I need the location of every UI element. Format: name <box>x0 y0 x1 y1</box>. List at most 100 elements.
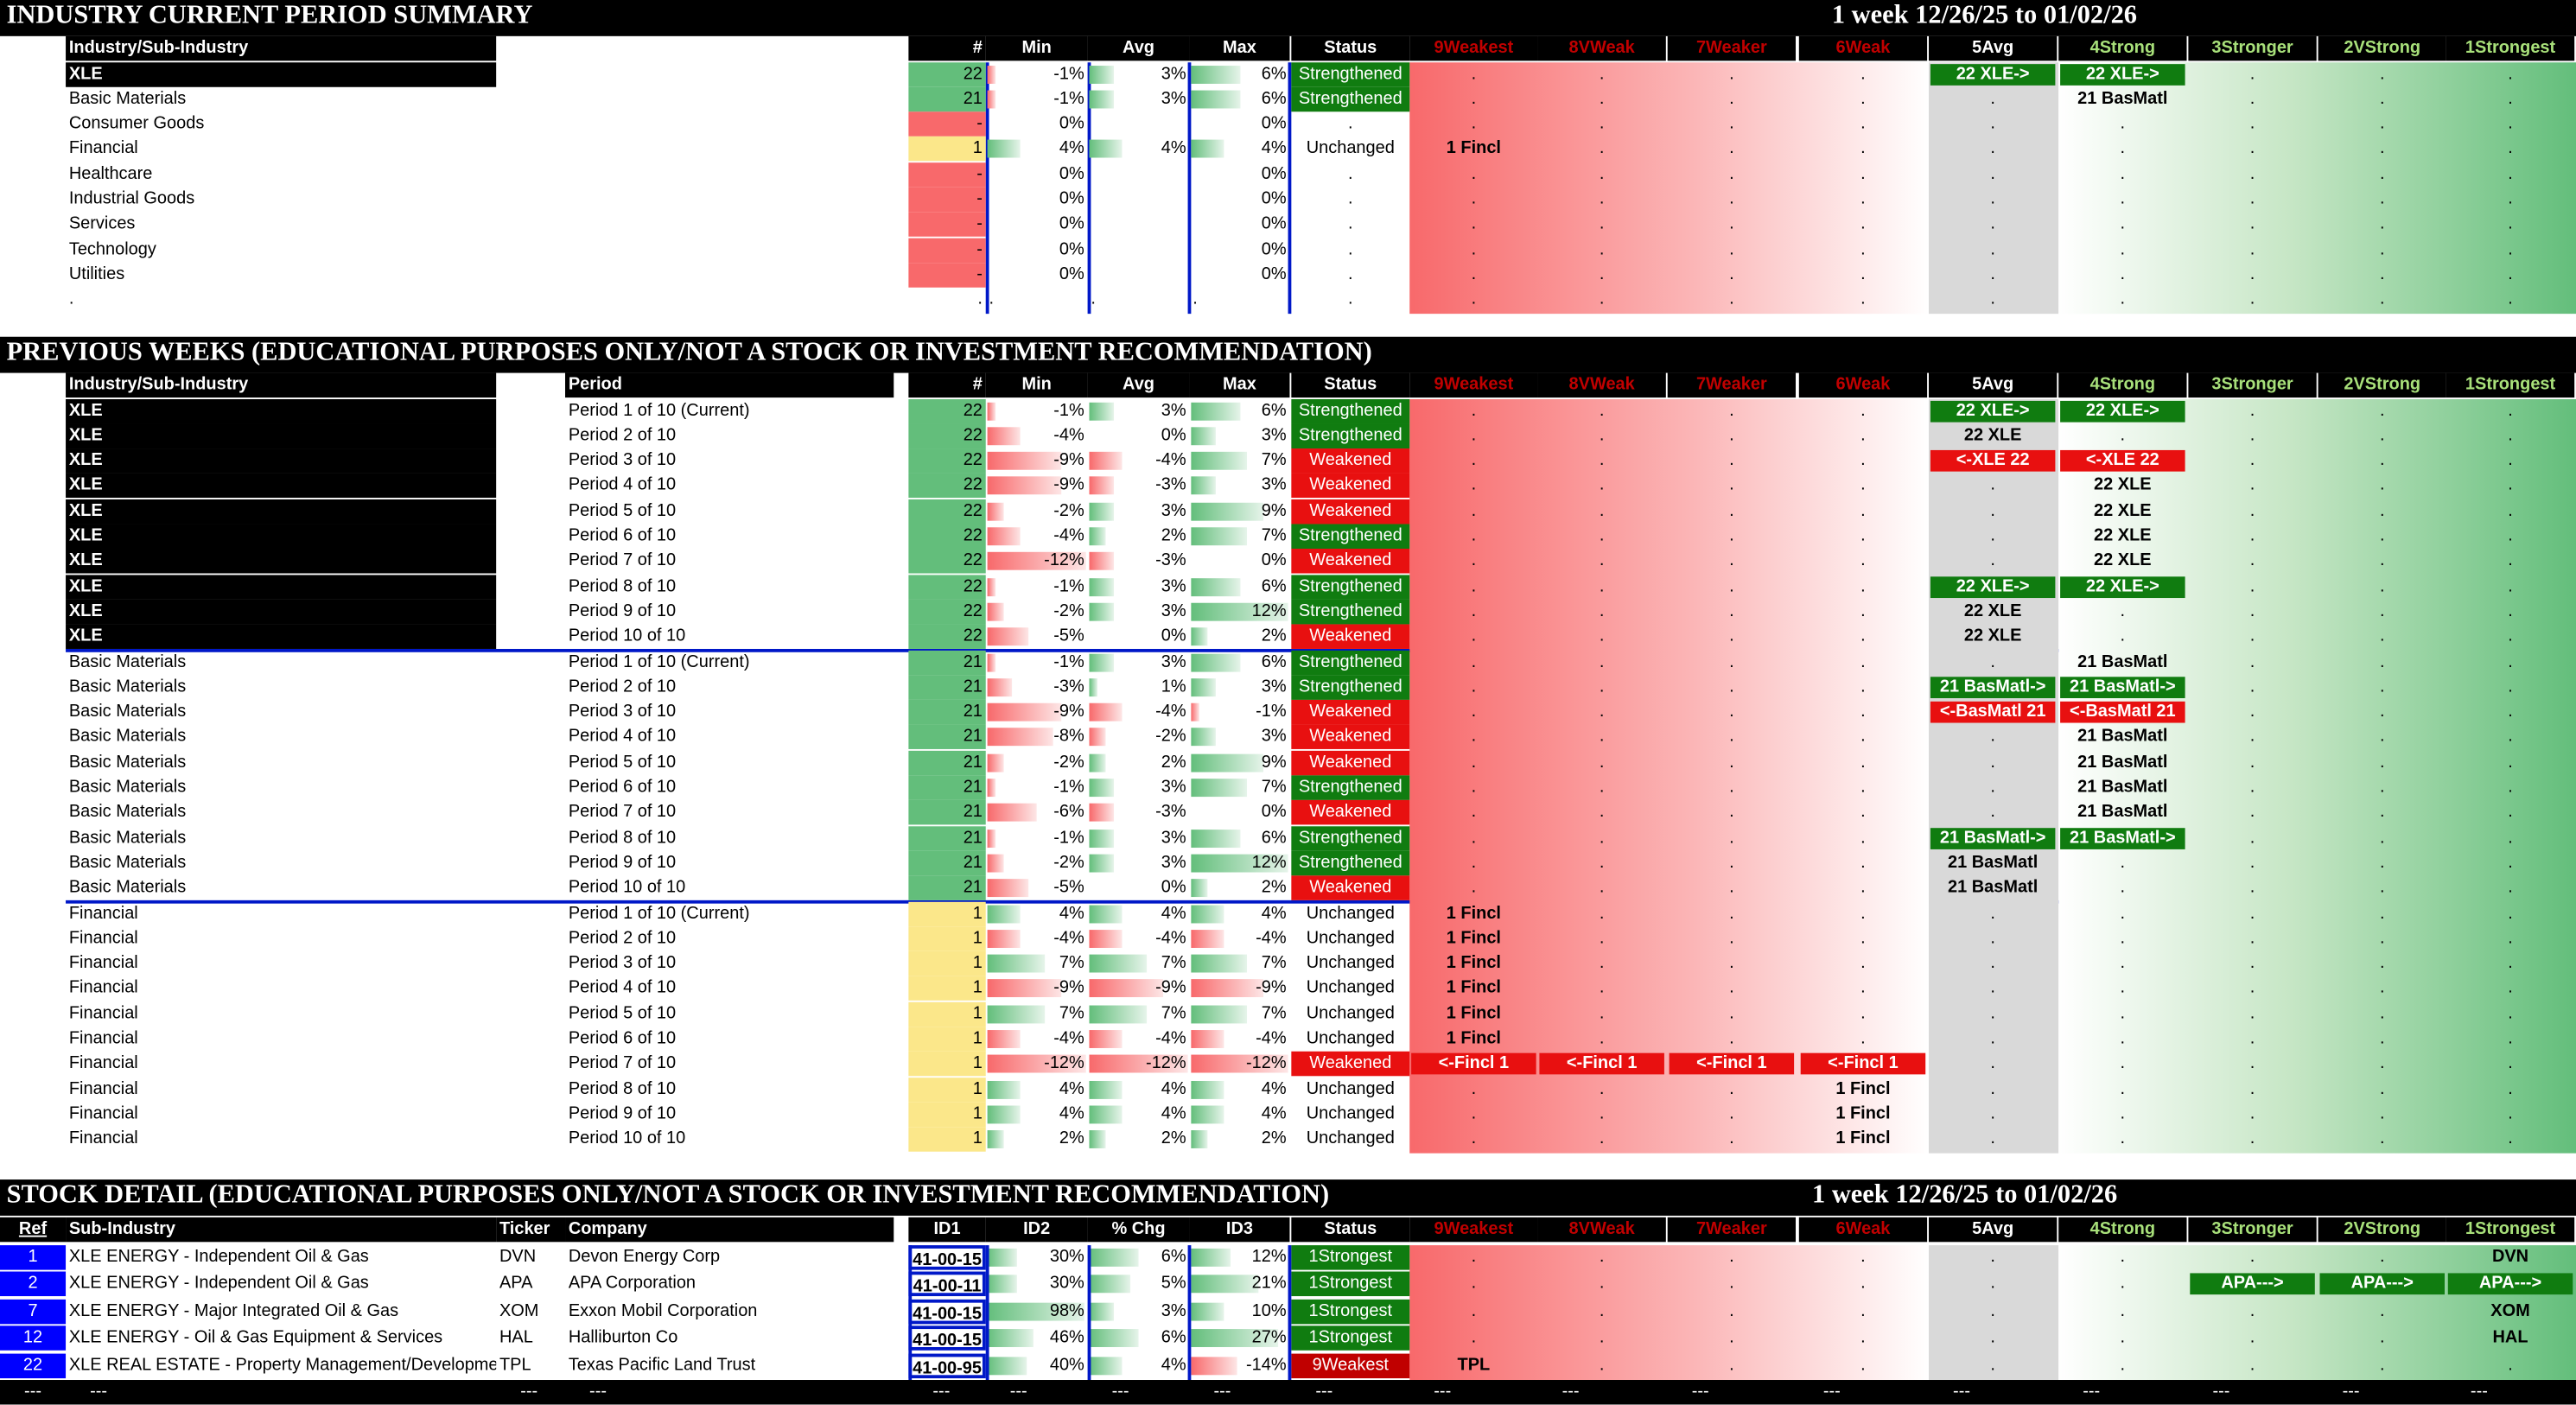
max-value: -12% <box>1189 1052 1289 1077</box>
max-value-value: 6% <box>1261 575 1287 596</box>
rating-dot: . <box>1990 163 1995 184</box>
period-label: Period 8 of 10 <box>568 1078 677 1099</box>
period-row: Financial Period 8 of 10 1 4% 4% 4% Unchanged.… <box>0 1077 2576 1102</box>
rating-dot: . <box>2249 525 2255 546</box>
industry-name: Basic Materials <box>68 777 187 798</box>
max-value-bar <box>1191 401 1240 420</box>
rating-cell-8: DVN <box>2491 1246 2529 1266</box>
rating-dot: . <box>2249 399 2255 420</box>
avg-value: -3% <box>1088 800 1190 825</box>
period-row: XLE Period 5 of 10 22 -2% 3% 9% Weakened..... 2… <box>0 499 2576 524</box>
period-row: XLE Period 2 of 10 22 -4% 0% 3% Strengthened..… <box>0 423 2576 448</box>
rating-dot: . <box>2249 1053 2255 1074</box>
rating-dot: . <box>2249 264 2255 284</box>
industry-name: Financial <box>68 1053 138 1074</box>
min-value-value: 4% <box>1059 138 1084 159</box>
status-cell: Strengthened <box>1291 825 1410 851</box>
status-cell: . <box>1347 188 1353 209</box>
rating-dot: . <box>1729 1103 1734 1124</box>
rating-dot: . <box>2120 927 2126 948</box>
rating-header-5: 4Strong <box>2058 35 2187 61</box>
max-value-value: 0% <box>1261 550 1287 571</box>
rating-cell-3: 1 Fincl <box>1835 1103 1891 1124</box>
rating-dot: . <box>2508 802 2513 823</box>
industry-name: XLE <box>66 524 497 550</box>
max-value: 3% <box>1189 725 1289 750</box>
period-row: XLE Period 10 of 10 22 -5% 0% 2% Weakened.... 2… <box>0 624 2576 650</box>
min-value-bar <box>987 753 1004 772</box>
industry-name: Basic Materials <box>68 802 187 823</box>
rating-band-strong <box>2058 61 2576 314</box>
ref-link[interactable]: 12 <box>0 1326 67 1351</box>
rating-dot: . <box>1860 676 1866 696</box>
avg-value-value: 2% <box>1161 525 1186 546</box>
industry-name: XLE <box>66 549 497 575</box>
rating-dot: . <box>1860 902 1866 923</box>
value-max: . <box>1193 289 1198 309</box>
industry-name: Services <box>68 213 136 234</box>
industry-name: Basic Materials <box>68 727 187 747</box>
rating-header-3: 6Weak <box>1798 372 1928 398</box>
ref-link[interactable]: 7 <box>0 1298 67 1324</box>
rating-dot: . <box>1471 264 1477 284</box>
rating-dot: . <box>1599 525 1605 546</box>
rating-dot: . <box>1729 1327 1734 1348</box>
count-cell: 21 <box>908 800 986 825</box>
rating-dot: . <box>2249 1246 2255 1266</box>
rating-dot: . <box>1471 651 1477 671</box>
rating-dot: . <box>1860 425 1866 445</box>
rating-dot: . <box>1860 264 1866 284</box>
count-cell: - <box>908 162 986 188</box>
avg-value: 3% <box>1088 86 1190 111</box>
rating-dot: . <box>2249 1327 2255 1348</box>
footer-dash: --- <box>90 1382 108 1402</box>
rating-band-weak <box>1409 398 1930 1153</box>
rating-dot: . <box>2249 113 2255 134</box>
count-cell: 1 <box>908 1077 986 1102</box>
min-value: -1% <box>986 775 1088 800</box>
count-cell: - <box>908 262 986 288</box>
ref-link[interactable]: 22 <box>0 1352 67 1378</box>
avg-value-value: -4% <box>1155 701 1186 722</box>
rating-dot: . <box>2120 1003 2126 1023</box>
header-ref[interactable]: Ref <box>0 1217 67 1243</box>
status-cell: Strengthened <box>1291 599 1410 625</box>
rating-dot: . <box>1860 550 1866 571</box>
header-industry: Industry/Sub-Industry <box>66 35 497 61</box>
rating-dot: . <box>2120 877 2126 898</box>
rating-dot: . <box>2249 1028 2255 1048</box>
max-value-value: 4% <box>1261 1103 1287 1124</box>
max-value-value: -4% <box>1256 927 1287 948</box>
rating-dot: . <box>2379 575 2385 596</box>
rating-dot: . <box>1860 1273 1866 1294</box>
rating-band-weak <box>1409 1244 1930 1401</box>
value-avg: . <box>1091 289 1096 309</box>
ref-link[interactable]: 1 <box>0 1244 67 1269</box>
rating-dot: . <box>2249 289 2255 309</box>
rating-dot: . <box>2120 626 2126 646</box>
chg-value-value: 6% <box>1161 1327 1186 1348</box>
status-cell: Weakened <box>1291 800 1410 825</box>
ref-link[interactable]: 2 <box>0 1271 67 1297</box>
max-value-bar <box>1191 90 1240 109</box>
rating-dot: . <box>2379 525 2385 546</box>
chg-value-value: 4% <box>1161 1354 1186 1375</box>
min-value-bar <box>987 904 1021 923</box>
status-cell: 1Strongest <box>1291 1271 1410 1297</box>
rating-dot: . <box>2249 1300 2255 1320</box>
rating-dot: . <box>2379 1327 2385 1348</box>
max-value-bar <box>1191 728 1216 747</box>
count-cell: 21 <box>908 86 986 111</box>
rating-dot: . <box>2249 450 2255 470</box>
rating-cell-0: 1 Fincl <box>1446 1003 1501 1023</box>
rating-dot: . <box>1860 626 1866 646</box>
rating-header-3: 6Weak <box>1798 35 1928 61</box>
status-cell: Strengthened <box>1291 61 1410 86</box>
avg-value: -4% <box>1088 448 1190 474</box>
period-row: Financial Period 5 of 10 1 7% 7% 7% Unchanged 1… <box>0 1001 2576 1027</box>
max-value-value: -9% <box>1256 977 1287 998</box>
max-value-bar <box>1191 753 1264 772</box>
max-value-value: 3% <box>1261 475 1287 496</box>
rating-dot: . <box>1729 63 1734 84</box>
avg-value <box>1088 162 1190 188</box>
